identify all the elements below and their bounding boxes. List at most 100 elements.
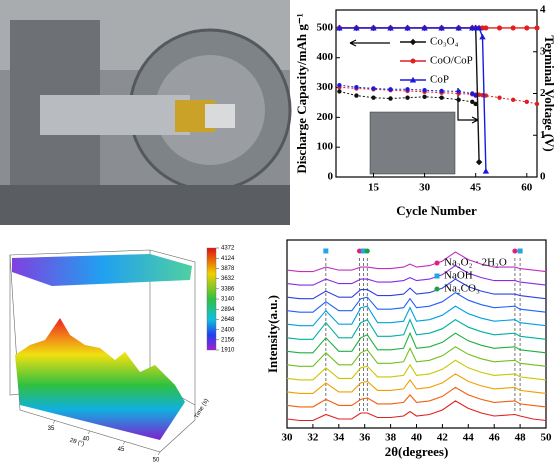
x-axis-label: 2θ(degrees) xyxy=(385,444,449,459)
x-tick-label: 36 xyxy=(359,432,371,444)
marker xyxy=(434,273,440,279)
y-axis-label: Intensity(a.u.) xyxy=(265,295,280,373)
colorbar-tick-label: 2894 xyxy=(221,307,235,313)
pattern-line xyxy=(286,359,547,381)
marker xyxy=(482,167,490,174)
voltage-point xyxy=(422,94,427,100)
voltage-point xyxy=(405,87,410,92)
x-tick-label: 40 xyxy=(411,432,423,444)
marker xyxy=(483,25,489,31)
pattern-line xyxy=(286,264,547,286)
voltage-point xyxy=(337,89,342,94)
pattern-line xyxy=(286,291,547,313)
pattern-line xyxy=(286,400,547,422)
marker xyxy=(479,33,486,40)
voltage-point xyxy=(497,95,502,100)
legend-label: Co₃O₄ xyxy=(430,36,459,48)
y-tick-label: 200 xyxy=(317,111,334,123)
voltage-point xyxy=(439,95,444,100)
y-tick-label: 500 xyxy=(317,21,334,33)
colorbar-tick-label: 3386 xyxy=(221,286,235,292)
marker xyxy=(434,260,440,266)
x-tick-label: 45 xyxy=(118,447,125,453)
marker xyxy=(353,24,360,31)
marker xyxy=(370,24,377,31)
colorbar-tick-label: 2156 xyxy=(221,337,235,343)
voltage-point xyxy=(456,97,461,102)
voltage-point xyxy=(405,95,410,100)
y2-tick-label: 4 xyxy=(540,4,546,16)
voltage-point xyxy=(456,89,461,94)
marker xyxy=(534,25,540,31)
voltage-point xyxy=(524,99,529,105)
pattern-line xyxy=(286,346,547,367)
voltage-point xyxy=(483,93,489,98)
voltage-point xyxy=(470,99,475,105)
photo xyxy=(0,0,292,225)
voltage-point xyxy=(371,95,376,100)
x-tick-label: 45 xyxy=(470,182,482,194)
pattern-line xyxy=(286,305,547,327)
legend-label: NaOH xyxy=(444,270,473,282)
voltage-point xyxy=(470,91,475,96)
colorbar-tick-label: 4124 xyxy=(221,256,235,262)
marker xyxy=(434,286,440,292)
marker xyxy=(512,248,518,254)
y2-tick-label: 3 xyxy=(540,45,546,57)
colorbar xyxy=(206,247,217,351)
colorbar-tick-label: 2648 xyxy=(221,317,235,323)
legend-label: CoO/CoP xyxy=(430,55,473,67)
y-axis-label: Time (s) xyxy=(194,398,210,420)
voltage-line xyxy=(339,90,476,105)
colorbar-tick-label: 3632 xyxy=(221,276,235,282)
x-tick-label: 42 xyxy=(437,432,449,444)
pattern-line xyxy=(286,318,547,340)
marker xyxy=(475,158,483,166)
x-tick xyxy=(52,420,56,424)
marker xyxy=(336,24,343,31)
x-tick-label: 32 xyxy=(307,432,319,444)
marker xyxy=(409,76,417,83)
x-tick-label: 50 xyxy=(541,432,553,444)
y2-tick-label: 2 xyxy=(540,87,546,99)
y2-tick-label: 0 xyxy=(540,171,546,183)
marker xyxy=(410,58,416,64)
x-tick-label: 44 xyxy=(463,432,475,444)
voltage-point xyxy=(534,101,540,107)
y-tick-label: 100 xyxy=(317,141,334,153)
voltage-point xyxy=(439,88,444,94)
voltage-point xyxy=(388,96,393,101)
x-tick xyxy=(157,451,161,456)
x-tick-label: 38 xyxy=(385,432,397,444)
pattern-line xyxy=(286,278,547,300)
x-tick-label: 40 xyxy=(83,437,90,443)
marker xyxy=(387,24,394,31)
x-tick-label: 30 xyxy=(282,432,294,444)
y2-axis-label: Terminal Voltage (V) xyxy=(542,35,554,152)
x-tick-label: 60 xyxy=(521,182,533,194)
voltage-point xyxy=(473,101,478,107)
marker xyxy=(421,24,428,31)
x-tick xyxy=(122,441,126,445)
x-axis-label: Cycle Number xyxy=(396,203,477,218)
marker xyxy=(517,248,523,254)
legend-label: Na₂O₂ · 2H₂O xyxy=(444,257,507,269)
pattern-line xyxy=(286,251,547,273)
x-tick-label: 15 xyxy=(368,182,380,194)
surface-plot xyxy=(9,249,196,453)
colorbar-tick-label: 1910 xyxy=(221,348,235,354)
pattern-line xyxy=(286,386,547,408)
x-tick-label: 34 xyxy=(333,432,345,444)
voltage-point xyxy=(354,93,359,98)
colorbar-tick-label: 2400 xyxy=(221,327,235,333)
pattern-line xyxy=(286,331,547,354)
voltage-point xyxy=(337,82,342,88)
marker xyxy=(360,248,366,254)
voltage-line xyxy=(339,86,538,105)
y-tick-label: 300 xyxy=(317,81,334,93)
voltage-line xyxy=(339,84,476,97)
pattern-line xyxy=(286,373,547,394)
marker xyxy=(496,25,503,31)
voltage-point xyxy=(371,86,376,91)
